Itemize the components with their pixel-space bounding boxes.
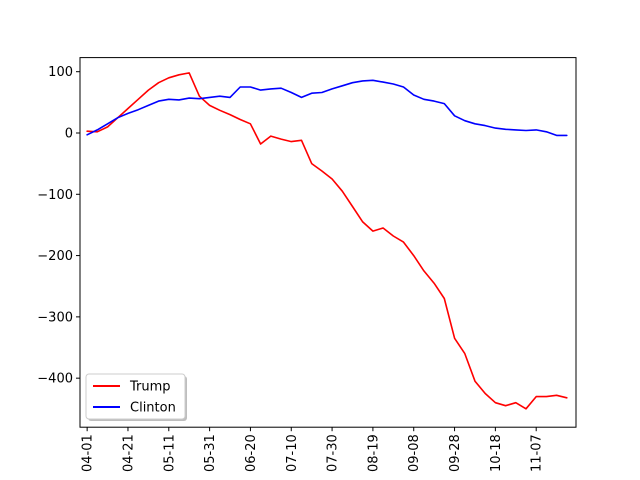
x-tick-label: 08-19 [366,434,381,472]
x-tick-label: 09-08 [407,434,422,472]
x-tick-label: 05-11 [162,434,177,472]
x-axis: 04-01 04-21 05-11 05-31 06-20 07-10 07-30 08-19… [81,427,545,472]
legend-label-trump: Trump [129,380,171,395]
legend-label-clinton: Clinton [130,401,176,416]
y-tick-label: −100 [37,188,73,203]
plot-lines [86,72,568,410]
x-tick-label: 07-30 [326,434,341,472]
y-tick-label: 0 [65,126,73,141]
y-tick-label: 100 [48,65,73,80]
x-tick-label: 05-31 [203,434,218,472]
x-tick-label: 11-07 [530,434,545,472]
y-axis: 100 0 −100 −200 −300 −400 [37,65,80,387]
x-tick-label: 04-21 [121,434,136,472]
x-tick-label: 04-01 [81,434,96,472]
series-line-clinton [86,79,568,137]
x-tick-label: 06-20 [244,434,259,472]
series-line-trump [86,72,568,410]
y-tick-label: −400 [37,372,73,387]
x-tick-label: 09-28 [448,434,463,472]
x-tick-label: 07-10 [285,434,300,472]
plot-frame [79,57,577,428]
legend: Trump Clinton [85,373,187,421]
x-tick-label: 10-18 [489,434,504,472]
y-tick-label: −300 [37,310,73,325]
y-tick-label: −200 [37,249,73,264]
